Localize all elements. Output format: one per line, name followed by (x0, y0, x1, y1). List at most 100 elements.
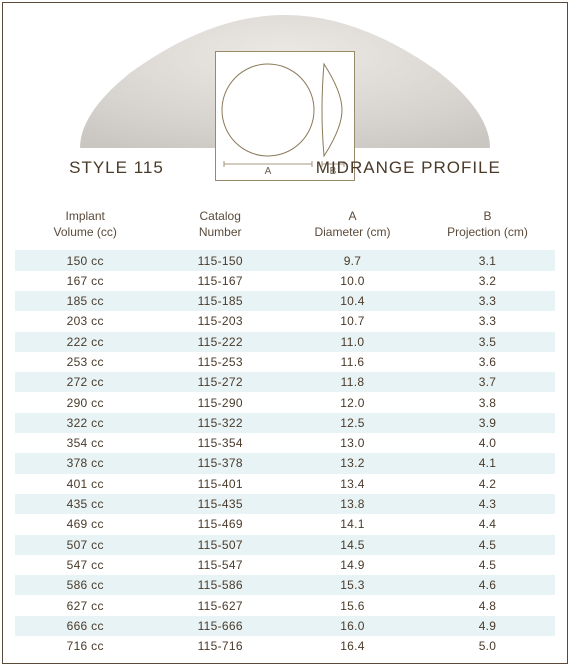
cell-diameter: 14.1 (285, 517, 420, 531)
cell-diameter: 13.8 (285, 497, 420, 511)
cell-projection: 5.0 (420, 639, 555, 653)
cell-catalog: 115-322 (155, 416, 285, 430)
cell-diameter: 10.4 (285, 294, 420, 308)
cell-catalog: 115-272 (155, 375, 285, 389)
cell-diameter: 12.5 (285, 416, 420, 430)
style-label: STYLE 115 (69, 158, 164, 178)
cell-projection: 4.0 (420, 436, 555, 450)
table-row: 290 cc115-29012.03.8 (15, 392, 555, 412)
col-header-volume: Implant Volume (cc) (15, 208, 155, 240)
profile-label: MIDRANGE PROFILE (316, 158, 501, 178)
cell-projection: 4.5 (420, 558, 555, 572)
cell-diameter: 15.6 (285, 599, 420, 613)
table-row: 378 cc115-37813.24.1 (15, 453, 555, 473)
cell-diameter: 16.0 (285, 619, 420, 633)
cell-catalog: 115-290 (155, 396, 285, 410)
table-row: 185 cc115-18510.43.3 (15, 291, 555, 311)
cell-catalog: 115-354 (155, 436, 285, 450)
cell-volume: 435 cc (15, 497, 155, 511)
table-row: 666 cc115-66616.04.9 (15, 616, 555, 636)
table-header: Implant Volume (cc) Catalog Number A Dia… (15, 204, 555, 250)
table-row: 272 cc115-27211.83.7 (15, 372, 555, 392)
table-row: 322 cc115-32212.53.9 (15, 413, 555, 433)
table-row: 547 cc115-54714.94.5 (15, 555, 555, 575)
cell-diameter: 11.0 (285, 335, 420, 349)
col-header-catalog: Catalog Number (155, 208, 285, 240)
cell-diameter: 15.3 (285, 578, 420, 592)
cell-volume: 290 cc (15, 396, 155, 410)
table-row: 203 cc115-20310.73.3 (15, 311, 555, 331)
cell-catalog: 115-586 (155, 578, 285, 592)
cell-volume: 253 cc (15, 355, 155, 369)
cell-diameter: 13.4 (285, 477, 420, 491)
table-row: 469 cc115-46914.14.4 (15, 514, 555, 534)
cell-diameter: 9.7 (285, 254, 420, 268)
cell-volume: 185 cc (15, 294, 155, 308)
cell-volume: 716 cc (15, 639, 155, 653)
cell-catalog: 115-401 (155, 477, 285, 491)
table-row: 627 cc115-62715.64.8 (15, 595, 555, 615)
cell-volume: 354 cc (15, 436, 155, 450)
table-body: 150 cc115-1509.73.1167 cc115-16710.03.21… (15, 250, 555, 656)
cell-volume: 507 cc (15, 538, 155, 552)
cell-catalog: 115-222 (155, 335, 285, 349)
cell-catalog: 115-150 (155, 254, 285, 268)
cell-volume: 272 cc (15, 375, 155, 389)
table-row: 435 cc115-43513.84.3 (15, 494, 555, 514)
cell-projection: 4.4 (420, 517, 555, 531)
cell-projection: 3.3 (420, 314, 555, 328)
cell-volume: 666 cc (15, 619, 155, 633)
title-row: STYLE 115 MIDRANGE PROFILE (3, 158, 567, 178)
cell-catalog: 115-378 (155, 456, 285, 470)
cell-catalog: 115-666 (155, 619, 285, 633)
cell-projection: 4.6 (420, 578, 555, 592)
cell-projection: 3.9 (420, 416, 555, 430)
cell-projection: 3.6 (420, 355, 555, 369)
cell-volume: 547 cc (15, 558, 155, 572)
cell-projection: 3.3 (420, 294, 555, 308)
cell-volume: 627 cc (15, 599, 155, 613)
cell-catalog: 115-167 (155, 274, 285, 288)
cell-volume: 469 cc (15, 517, 155, 531)
cell-volume: 203 cc (15, 314, 155, 328)
cell-catalog: 115-716 (155, 639, 285, 653)
cell-diameter: 13.2 (285, 456, 420, 470)
col-header-projection: B Projection (cm) (420, 208, 555, 240)
cell-catalog: 115-627 (155, 599, 285, 613)
cell-projection: 3.2 (420, 274, 555, 288)
table-row: 716 cc115-71616.45.0 (15, 636, 555, 656)
table-row: 354 cc115-35413.04.0 (15, 433, 555, 453)
table-row: 167 cc115-16710.03.2 (15, 271, 555, 291)
cell-projection: 4.1 (420, 456, 555, 470)
cell-catalog: 115-547 (155, 558, 285, 572)
cell-catalog: 115-469 (155, 517, 285, 531)
table-row: 586 cc115-58615.34.6 (15, 575, 555, 595)
table-row: 150 cc115-1509.73.1 (15, 250, 555, 270)
cell-catalog: 115-185 (155, 294, 285, 308)
cell-diameter: 14.5 (285, 538, 420, 552)
cell-projection: 3.8 (420, 396, 555, 410)
cell-projection: 4.9 (420, 619, 555, 633)
cell-volume: 167 cc (15, 274, 155, 288)
cell-volume: 586 cc (15, 578, 155, 592)
cell-projection: 3.5 (420, 335, 555, 349)
cell-volume: 401 cc (15, 477, 155, 491)
cell-projection: 4.5 (420, 538, 555, 552)
header: A B STYLE 115 MIDRANGE PROFILE (3, 3, 567, 198)
cell-diameter: 11.6 (285, 355, 420, 369)
cell-diameter: 16.4 (285, 639, 420, 653)
cell-volume: 222 cc (15, 335, 155, 349)
cell-diameter: 10.7 (285, 314, 420, 328)
cell-diameter: 13.0 (285, 436, 420, 450)
cell-diameter: 12.0 (285, 396, 420, 410)
table-row: 222 cc115-22211.03.5 (15, 332, 555, 352)
cell-catalog: 115-203 (155, 314, 285, 328)
page-frame: A B STYLE 115 MIDRANGE PROFILE Implant V… (2, 2, 568, 664)
table-row: 253 cc115-25311.63.6 (15, 352, 555, 372)
cell-projection: 4.8 (420, 599, 555, 613)
cell-catalog: 115-435 (155, 497, 285, 511)
cell-projection: 3.1 (420, 254, 555, 268)
cell-volume: 322 cc (15, 416, 155, 430)
spec-table: Implant Volume (cc) Catalog Number A Dia… (15, 198, 555, 656)
table-row: 401 cc115-40113.44.2 (15, 474, 555, 494)
